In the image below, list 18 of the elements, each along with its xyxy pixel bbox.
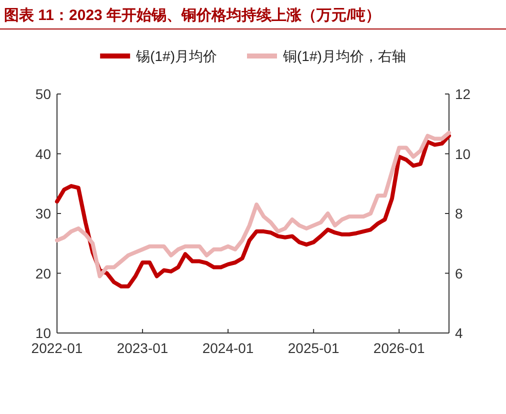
y-tick-label: 10 [35,325,52,341]
x-tick-label: 2024-01 [202,340,254,356]
y2-tick-label: 4 [455,325,463,341]
x-tick-label: 2023-01 [116,340,168,356]
y2-tick-label: 8 [455,206,463,222]
legend-label: 铜(1#)月均价，右轴 [282,48,406,64]
y2-tick-label: 6 [455,265,463,282]
chart-title: 图表 11：2023 年开始锡、铜价格均持续上涨（万元/吨） [4,7,381,24]
x-tick-label: 2026-01 [373,340,426,356]
y-tick-label: 30 [35,206,52,222]
y2-tick-label: 10 [455,146,471,162]
y-tick-label: 40 [35,146,52,162]
legend-label: 锡(1#)月均价 [135,48,217,64]
y-tick-label: 50 [35,86,52,102]
x-tick-label: 2022-01 [31,340,83,356]
y2-tick-label: 12 [455,86,471,102]
y-tick-label: 20 [35,265,52,282]
x-tick-label: 2025-01 [288,340,340,356]
